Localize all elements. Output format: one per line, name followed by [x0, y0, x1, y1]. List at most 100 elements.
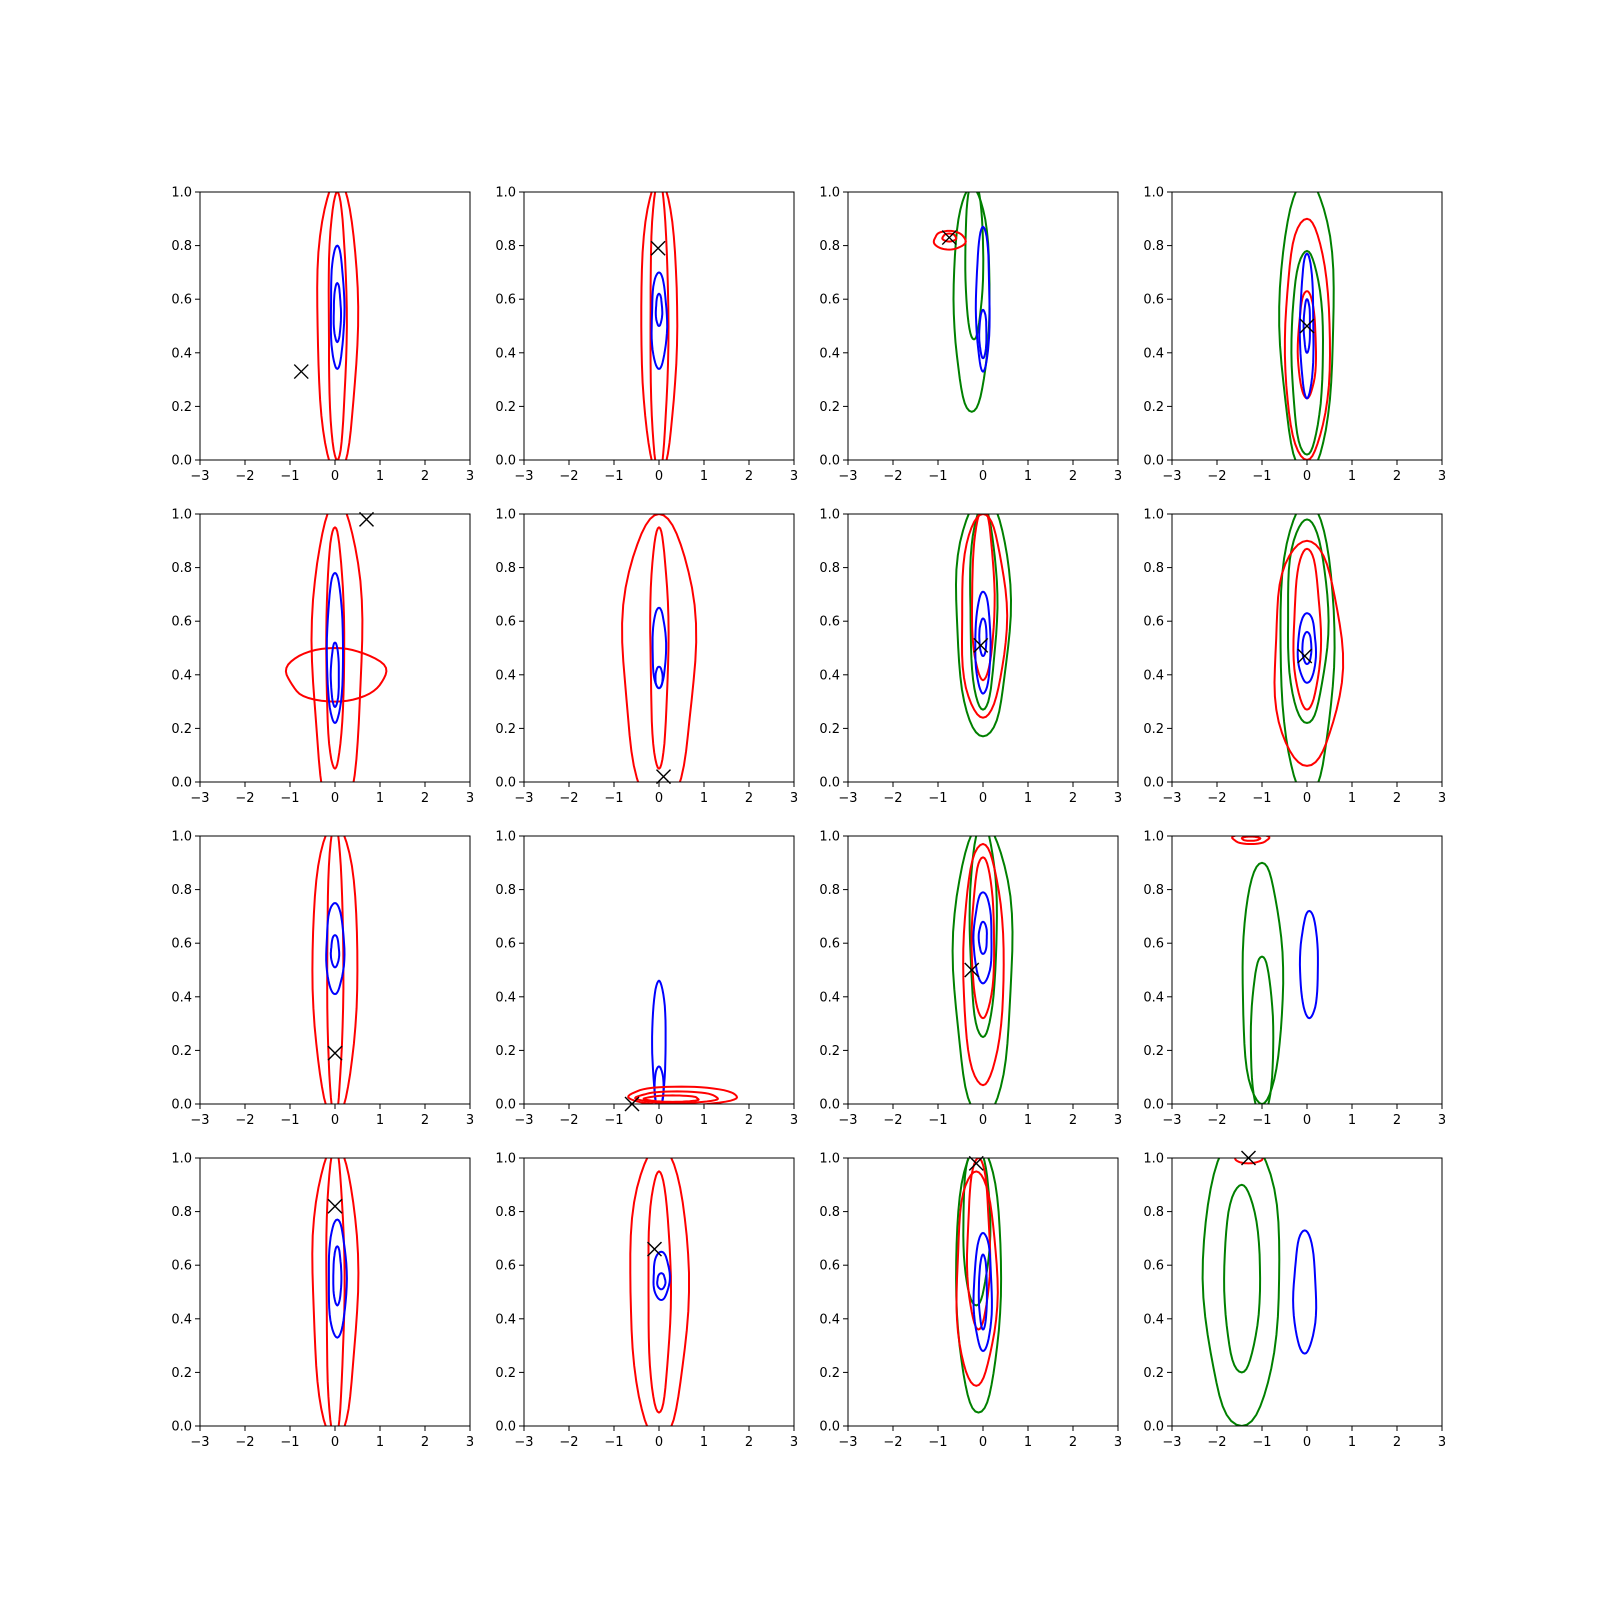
contour-line-green	[1223, 1183, 1262, 1374]
x-tick-label: −2	[883, 1113, 902, 1128]
subplot-0-3: −3 −2 −1 0 1 2 3 0.0 0.2 0.4 0.6 0.8 1.0	[1143, 186, 1446, 485]
x-tick-label: −2	[1207, 1435, 1226, 1450]
y-tick-label: 0.0	[171, 776, 192, 791]
x-tick-label: 0	[331, 1435, 339, 1450]
x-tick-label: −3	[514, 1435, 533, 1450]
y-tick-label: 0.2	[495, 1366, 516, 1381]
y-tick-label: 0.2	[1143, 1044, 1164, 1059]
x-tick-label: 3	[1438, 1435, 1446, 1450]
marker-x	[293, 364, 309, 380]
subplot-1-2: −3 −2 −1 0 1 2 3 0.0 0.2 0.4 0.6 0.8 1.0	[819, 508, 1122, 807]
marker-stroke	[327, 1045, 343, 1061]
y-tick-label: 0.8	[171, 1205, 192, 1220]
contour-line-blue	[1302, 298, 1311, 354]
x-tick-label: −2	[559, 1435, 578, 1450]
y-tick-label: 1.0	[819, 186, 840, 201]
x-tick-label: −3	[1162, 1435, 1181, 1450]
x-tick-label: 0	[1303, 1435, 1311, 1450]
contour-line-red	[649, 526, 670, 770]
plot-area	[640, 192, 679, 460]
contour-line-blue	[1296, 612, 1318, 684]
y-tick-label: 1.0	[171, 1152, 192, 1167]
x-tick-label: 3	[1438, 791, 1446, 806]
subplot-2-0: −3 −2 −1 0 1 2 3 0.0 0.2 0.4 0.6 0.8 1.0	[171, 830, 474, 1129]
subplot-0-1: −3 −2 −1 0 1 2 3 0.0 0.2 0.4 0.6 0.8 1.0	[495, 186, 798, 485]
y-tick-label: 0.2	[819, 1366, 840, 1381]
y-tick-label: 0.2	[171, 1366, 192, 1381]
contour-line-green	[1290, 249, 1325, 456]
y-tick-label: 0.4	[171, 990, 192, 1005]
contour-line-green	[962, 1158, 992, 1307]
y-tick-label: 0.8	[1143, 883, 1164, 898]
marker-stroke	[293, 364, 309, 380]
x-tick-label: 3	[790, 469, 798, 484]
y-tick-label: 0.8	[1143, 561, 1164, 576]
y-tick-label: 0.6	[1143, 293, 1164, 308]
contour-line-red	[649, 192, 670, 460]
y-tick-label: 0.4	[495, 990, 516, 1005]
contour-line-red	[284, 646, 388, 703]
x-tick-label: −2	[559, 1113, 578, 1128]
x-tick-label: −2	[559, 469, 578, 484]
x-tick-label: 1	[1024, 469, 1032, 484]
y-tick-label: 0.2	[1143, 722, 1164, 737]
subplot-1-3: −3 −2 −1 0 1 2 3 0.0 0.2 0.4 0.6 0.8 1.0	[1143, 508, 1446, 807]
y-tick-label: 1.0	[1143, 508, 1164, 523]
subplot-3-3: −3 −2 −1 0 1 2 3 0.0 0.2 0.4 0.6 0.8 1.0	[1143, 1150, 1446, 1450]
y-tick-label: 1.0	[1143, 1152, 1164, 1167]
x-tick-label: −1	[604, 791, 623, 806]
contour-line-red	[1231, 836, 1271, 845]
x-tick-label: 1	[700, 791, 708, 806]
x-tick-label: −3	[838, 791, 857, 806]
y-tick-label: 0.6	[1143, 1259, 1164, 1274]
contour-line-blue	[332, 281, 342, 344]
y-tick-label: 1.0	[495, 830, 516, 845]
contour-line-blue	[972, 891, 993, 985]
y-tick-label: 0.0	[819, 776, 840, 791]
y-tick-label: 0.6	[171, 1259, 192, 1274]
y-tick-label: 0.8	[819, 561, 840, 576]
y-tick-label: 0.6	[819, 293, 840, 308]
x-tick-label: 3	[466, 469, 474, 484]
plot-area	[311, 836, 359, 1104]
x-tick-label: 3	[1438, 469, 1446, 484]
contour-line-red	[316, 192, 360, 460]
x-tick-label: 0	[655, 1435, 663, 1450]
y-tick-label: 0.6	[171, 937, 192, 952]
plot-area	[955, 1158, 1003, 1414]
subplot-0-2: −3 −2 −1 0 1 2 3 0.0 0.2 0.4 0.6 0.8 1.0	[819, 186, 1122, 485]
y-tick-label: 0.0	[819, 1098, 840, 1113]
x-tick-label: 3	[466, 791, 474, 806]
marker-stroke	[968, 1155, 984, 1171]
y-tick-label: 0.8	[171, 239, 192, 254]
y-tick-label: 0.0	[171, 454, 192, 469]
x-tick-label: −1	[1252, 469, 1271, 484]
x-tick-label: −1	[928, 469, 947, 484]
x-tick-label: 1	[1348, 469, 1356, 484]
x-tick-label: −1	[604, 469, 623, 484]
y-tick-label: 1.0	[495, 1152, 516, 1167]
y-tick-label: 0.2	[819, 400, 840, 415]
y-tick-label: 0.6	[1143, 615, 1164, 630]
marker-x	[941, 230, 957, 246]
y-tick-label: 0.0	[819, 454, 840, 469]
contour-line-red	[642, 1094, 700, 1103]
subplot-0-0: −3 −2 −1 0 1 2 3 0.0 0.2 0.4 0.6 0.8 1.0	[171, 186, 474, 485]
x-tick-label: 1	[700, 469, 708, 484]
contour-line-blue	[654, 665, 664, 690]
marker-x	[973, 637, 989, 653]
subplot-3-2: −3 −2 −1 0 1 2 3 0.0 0.2 0.4 0.6 0.8 1.0	[819, 1152, 1122, 1451]
x-tick-label: −3	[514, 791, 533, 806]
x-tick-label: 1	[1348, 791, 1356, 806]
x-tick-label: −2	[883, 791, 902, 806]
x-tick-label: −3	[1162, 791, 1181, 806]
x-tick-label: 1	[700, 1113, 708, 1128]
y-tick-label: 0.2	[171, 722, 192, 737]
x-tick-label: −2	[235, 469, 254, 484]
contour-line-red	[311, 1158, 360, 1426]
marker-x	[968, 1155, 984, 1171]
x-tick-label: 1	[376, 469, 384, 484]
x-tick-label: 0	[1303, 469, 1311, 484]
contour-line-red	[1234, 1158, 1264, 1165]
x-tick-label: 0	[979, 791, 987, 806]
